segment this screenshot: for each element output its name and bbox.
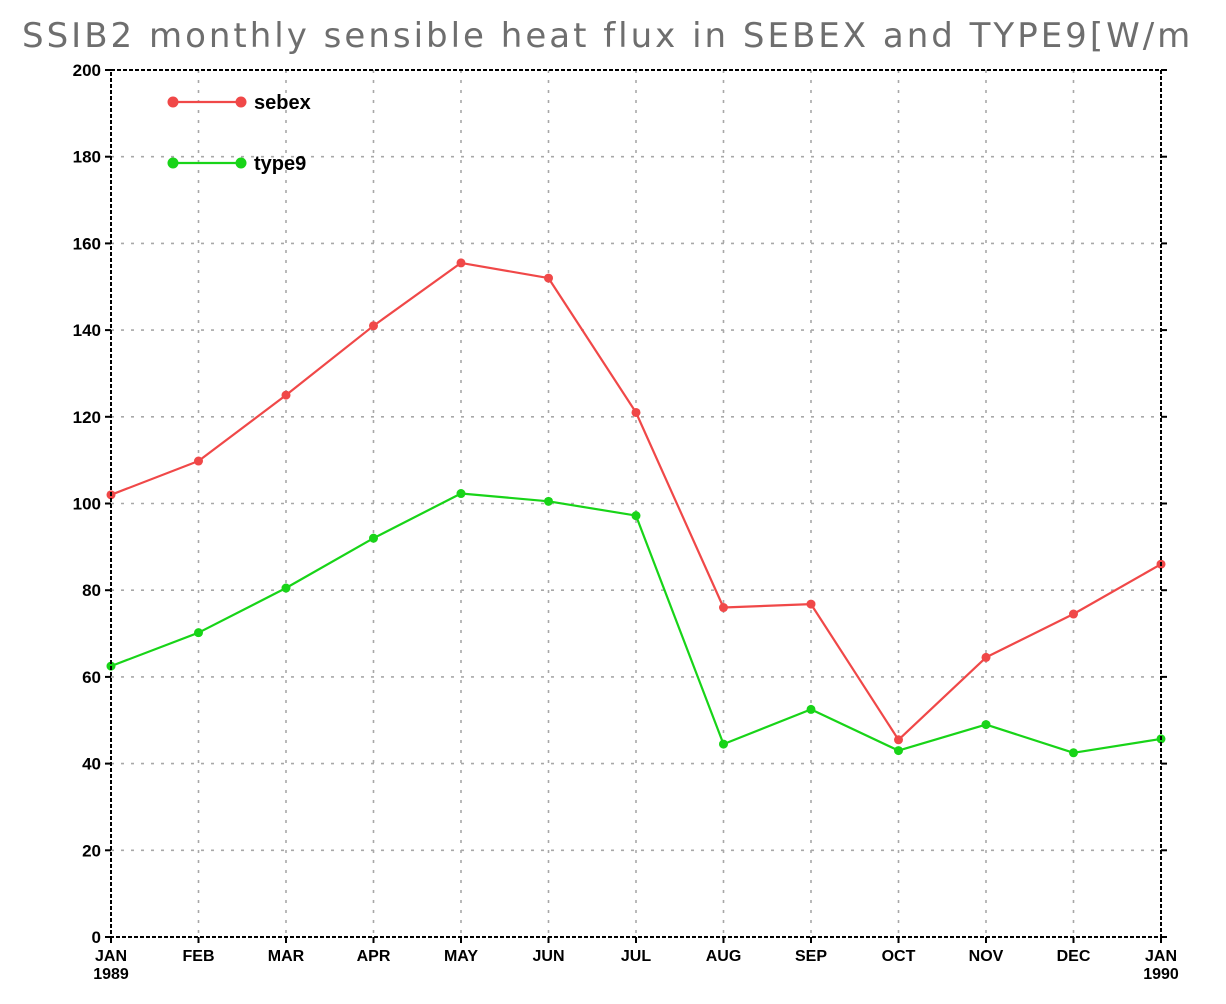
data-point-sebex bbox=[631, 407, 641, 417]
data-point-type9 bbox=[806, 704, 816, 714]
data-point-sebex bbox=[456, 258, 466, 268]
x-tick-label: SEP bbox=[795, 948, 827, 965]
legend-marker-type9 bbox=[167, 157, 179, 169]
x-tick-label: DEC bbox=[1057, 948, 1091, 965]
data-point-type9 bbox=[981, 720, 991, 730]
data-point-sebex bbox=[281, 390, 291, 400]
legend-label-sebex: sebex bbox=[254, 92, 311, 114]
data-point-sebex bbox=[1069, 609, 1078, 619]
x-tick-label: MAR bbox=[268, 948, 305, 965]
data-point-type9 bbox=[544, 496, 553, 506]
x-tick-label: OCT bbox=[882, 948, 916, 965]
series-layer bbox=[106, 258, 1166, 758]
data-point-sebex bbox=[369, 321, 378, 331]
x-tick-label: APR bbox=[357, 948, 391, 965]
data-point-type9 bbox=[369, 533, 378, 543]
grid-lines bbox=[111, 70, 1161, 937]
y-tick-label: 40 bbox=[82, 755, 101, 774]
x-tick-label: JAN bbox=[95, 948, 127, 965]
x-tick-label: JAN bbox=[1145, 948, 1177, 965]
y-tick-label: 0 bbox=[92, 928, 101, 947]
y-tick-label: 20 bbox=[82, 841, 101, 860]
legend-marker-type9 bbox=[235, 157, 247, 169]
data-point-sebex bbox=[806, 599, 816, 609]
x-tick-sublabel: 1990 bbox=[1143, 966, 1179, 983]
y-tick-label: 100 bbox=[73, 495, 101, 514]
y-tick-label: 60 bbox=[82, 668, 101, 687]
legend-marker-sebex bbox=[167, 96, 179, 108]
legend: sebex type9 bbox=[167, 92, 311, 175]
x-tick-label: NOV bbox=[969, 948, 1004, 965]
chart-title: SSIB2 monthly sensible heat flux in SEBE… bbox=[22, 16, 1194, 56]
y-tick-label: 80 bbox=[82, 581, 101, 600]
data-point-sebex bbox=[981, 652, 991, 662]
data-point-sebex bbox=[194, 456, 203, 466]
data-point-type9 bbox=[456, 489, 466, 499]
y-axis: 0 20 40 60 80 100 120 140 160 180 200 bbox=[73, 61, 1167, 947]
x-tick-label: MAY bbox=[444, 948, 478, 965]
data-point-type9 bbox=[1069, 748, 1078, 758]
legend-marker-sebex bbox=[235, 96, 247, 108]
data-point-sebex bbox=[719, 603, 728, 613]
data-point-type9 bbox=[194, 628, 203, 638]
data-point-type9 bbox=[719, 739, 728, 749]
data-point-type9 bbox=[631, 511, 641, 521]
legend-label-type9: type9 bbox=[254, 153, 306, 175]
data-point-sebex bbox=[544, 273, 553, 283]
data-point-type9 bbox=[281, 583, 291, 593]
y-tick-label: 140 bbox=[73, 321, 101, 340]
y-tick-label: 180 bbox=[73, 148, 101, 167]
y-tick-label: 200 bbox=[73, 61, 101, 80]
x-tick-label: JUN bbox=[532, 948, 564, 965]
x-tick-label: AUG bbox=[706, 948, 742, 965]
x-tick-label: FEB bbox=[183, 948, 215, 965]
y-tick-label: 120 bbox=[73, 408, 101, 427]
x-tick-label: JUL bbox=[621, 948, 651, 965]
y-tick-label: 160 bbox=[73, 234, 101, 253]
data-point-sebex bbox=[894, 735, 903, 745]
x-tick-sublabel: 1989 bbox=[93, 966, 129, 983]
data-point-type9 bbox=[894, 746, 903, 756]
